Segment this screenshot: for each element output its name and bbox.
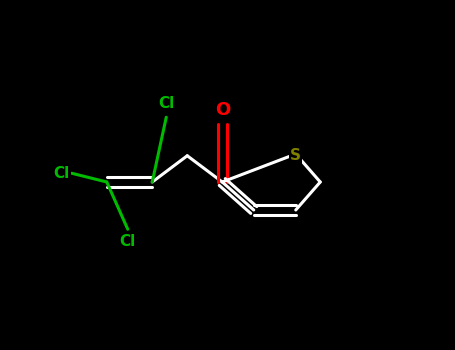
Text: Cl: Cl: [120, 234, 136, 249]
Text: S: S: [290, 148, 301, 163]
Text: Cl: Cl: [53, 166, 69, 181]
Text: O: O: [215, 101, 230, 119]
Text: Cl: Cl: [158, 96, 174, 111]
